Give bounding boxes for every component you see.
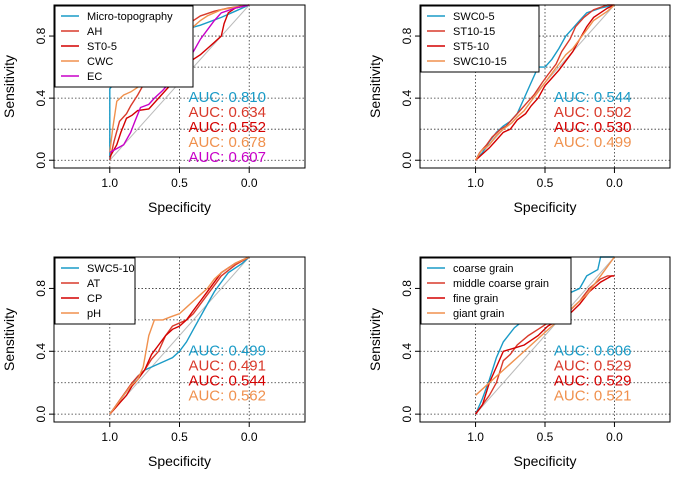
y-tick-label: 0.8 — [34, 280, 48, 297]
legend-label: EC — [87, 71, 102, 83]
auc-label: AUC: 0.810 — [188, 89, 266, 106]
auc-label: AUC: 0.521 — [554, 387, 632, 404]
auc-label: AUC: 0.634 — [188, 104, 266, 121]
auc-label: AUC: 0.530 — [554, 119, 632, 136]
y-tick-label: 0.8 — [400, 280, 414, 297]
legend-label: Micro-topography — [87, 11, 173, 23]
legend-label: SWC5-10 — [87, 263, 135, 275]
y-axis-title: Sensitivity — [367, 308, 383, 371]
y-tick-label: 0.0 — [34, 405, 48, 422]
x-axis-title: Specificity — [148, 453, 211, 469]
auc-label: AUC: 0.607 — [188, 149, 266, 166]
y-tick-label: 0.4 — [34, 89, 48, 106]
legend-label: SWC0-5 — [453, 11, 495, 23]
auc-label: AUC: 0.499 — [188, 342, 266, 359]
roc-curve-st5-10 — [475, 4, 615, 161]
roc-panel-bottom-left: 1.0 0.5 0.0 0.0 0.4 0.8 Specificity Sensitivity… — [1, 256, 306, 469]
y-axis-title: Sensitivity — [367, 55, 383, 118]
roc-curve-cp — [109, 256, 250, 415]
y-tick-label: 0.4 — [34, 343, 48, 360]
legend-label: pH — [87, 308, 101, 320]
legend-label: giant grain — [453, 308, 504, 320]
x-tick-label: 1.0 — [467, 430, 484, 444]
y-axis-title: Sensitivity — [1, 55, 17, 118]
reference-diagonal — [475, 256, 615, 415]
y-tick-label: 0.8 — [400, 27, 414, 44]
roc-curve-st10-15 — [474, 4, 615, 161]
auc-label: AUC: 0.678 — [188, 134, 266, 151]
roc-curve-fine-grain — [475, 275, 615, 415]
auc-label: AUC: 0.502 — [554, 104, 632, 121]
auc-label: AUC: 0.544 — [554, 89, 632, 106]
x-axis-title: Specificity — [148, 199, 211, 215]
auc-label: AUC: 0.499 — [554, 134, 632, 151]
legend-label: ST5-10 — [453, 41, 489, 53]
legend-label: ST0-5 — [87, 41, 117, 53]
x-tick-label: 0.0 — [606, 430, 623, 444]
auc-label: AUC: 0.491 — [188, 357, 266, 374]
x-tick-label: 1.0 — [101, 430, 118, 444]
auc-label: AUC: 0.544 — [188, 372, 266, 389]
auc-label: AUC: 0.529 — [554, 357, 632, 374]
x-tick-label: 0.5 — [171, 430, 188, 444]
y-tick-label: 0.8 — [34, 27, 48, 44]
x-tick-label: 0.0 — [606, 176, 623, 190]
legend-label: AT — [87, 278, 101, 290]
y-tick-label: 0.4 — [400, 343, 414, 360]
legend-label: AH — [87, 26, 102, 38]
x-tick-label: 1.0 — [101, 176, 118, 190]
legend-label: CP — [87, 293, 102, 305]
legend-label: ST10-15 — [453, 26, 495, 38]
y-tick-label: 0.0 — [400, 152, 414, 169]
auc-label: AUC: 0.562 — [188, 387, 266, 404]
reference-diagonal — [109, 256, 250, 415]
legend-label: CWC — [87, 56, 113, 68]
legend-label: coarse grain — [453, 263, 514, 275]
y-axis-title: Sensitivity — [1, 308, 17, 371]
x-axis-title: Specificity — [513, 199, 576, 215]
x-tick-label: 1.0 — [467, 176, 484, 190]
legend-label: middle coarse grain — [453, 278, 549, 290]
roc-panel-top-left: 1.0 0.5 0.0 0.0 0.4 0.8 Specificity Sensitivity… — [1, 4, 306, 215]
x-tick-label: 0.5 — [537, 176, 554, 190]
auc-label: AUC: 0.552 — [188, 119, 266, 136]
legend-box — [420, 257, 572, 325]
x-tick-label: 0.5 — [171, 176, 188, 190]
x-tick-label: 0.5 — [537, 430, 554, 444]
y-tick-label: 0.0 — [400, 405, 414, 422]
roc-curve-giant-grain — [475, 256, 615, 396]
x-tick-label: 0.0 — [241, 430, 258, 444]
roc-curve-ph — [109, 256, 250, 415]
y-tick-label: 0.4 — [400, 89, 414, 106]
x-axis-title: Specificity — [513, 453, 576, 469]
roc-panel-bottom-right: 1.0 0.5 0.0 0.0 0.4 0.8 Specificity Sensitivity… — [367, 256, 671, 469]
x-tick-label: 0.0 — [241, 176, 258, 190]
roc-curve-swc10-15 — [474, 4, 615, 161]
legend-label: fine grain — [453, 293, 498, 305]
y-tick-label: 0.0 — [34, 152, 48, 169]
legend-label: SWC10-15 — [453, 56, 507, 68]
roc-panel-top-right: 1.0 0.5 0.0 0.0 0.4 0.8 Specificity Sensitivity… — [367, 4, 671, 215]
auc-label: AUC: 0.606 — [554, 342, 632, 359]
auc-label: AUC: 0.529 — [554, 372, 632, 389]
